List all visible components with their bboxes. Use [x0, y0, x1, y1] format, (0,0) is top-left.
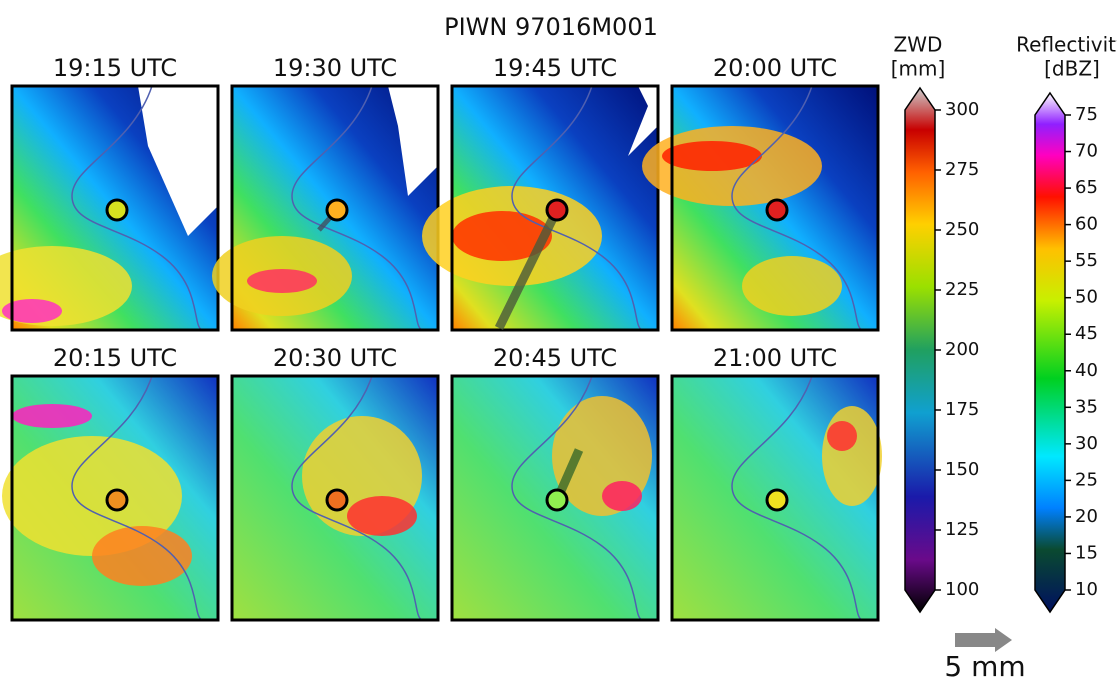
colorbar-tick-label: 20 — [1075, 506, 1098, 527]
colorbar — [1034, 91, 1066, 614]
colorbar-tick-label: 25 — [1075, 469, 1098, 490]
border-line — [71, 85, 203, 331]
colorbar-tick-label: 50 — [1075, 287, 1098, 308]
panel-frame — [10, 374, 220, 622]
no-data — [138, 86, 218, 236]
echo-cell — [822, 406, 882, 506]
border-line — [291, 85, 423, 331]
panel-frame — [450, 84, 660, 332]
radar-panel — [0, 84, 220, 332]
scale-label: 5 mm — [944, 650, 1025, 682]
figure-title: PIWN 97016M001 — [444, 13, 658, 41]
colorbar-tick-label: 10 — [1075, 579, 1098, 600]
colorbar-tick-label: 45 — [1075, 323, 1098, 344]
panel-title: 20:00 UTC — [713, 54, 837, 82]
station-marker — [325, 198, 349, 222]
scale-arrow — [955, 628, 1012, 652]
colorbar-tick-label: 250 — [945, 219, 979, 240]
colorbar-unit: [mm] — [891, 57, 946, 81]
panel-frame — [670, 84, 880, 332]
colorbar-tick-label: 200 — [945, 339, 979, 360]
panel-title: 21:00 UTC — [713, 344, 837, 372]
colorbar-tick-label: 300 — [945, 99, 979, 120]
station-marker — [325, 488, 349, 512]
colorbar-tick-label: 275 — [945, 159, 979, 180]
colorbar-tick-label: 40 — [1075, 360, 1098, 381]
colorbar-tick-label: 60 — [1075, 214, 1098, 235]
echo-cell — [827, 421, 857, 451]
colorbar-tick-label: 55 — [1075, 250, 1098, 271]
colorbar-tick-label: 175 — [945, 399, 979, 420]
colorbar-label: Reflectivity — [1016, 33, 1117, 57]
echo-cell — [2, 436, 182, 556]
radar-panel — [670, 374, 882, 622]
panel-frame — [230, 374, 440, 622]
panel-title: 20:15 UTC — [53, 344, 177, 372]
colorbar — [904, 86, 936, 614]
echo-cell — [2, 299, 62, 323]
echo-cell — [662, 141, 762, 171]
panel-title: 19:45 UTC — [493, 54, 617, 82]
border-line — [71, 375, 203, 621]
echo-cell — [347, 496, 417, 536]
echo-cell — [452, 211, 552, 261]
border-line — [731, 85, 863, 331]
colorbar-unit: [dBZ] — [1044, 57, 1100, 81]
echo-cell — [247, 269, 317, 293]
radar-panel — [422, 84, 660, 332]
station-marker — [545, 198, 569, 222]
echo-cell — [92, 526, 192, 586]
colorbar-tick-label: 30 — [1075, 433, 1098, 454]
radar-panel — [212, 84, 440, 332]
border-line — [291, 375, 423, 621]
station-marker — [765, 198, 789, 222]
gradient-arrow — [494, 208, 562, 330]
echo-cell — [12, 404, 92, 428]
border-line — [511, 375, 643, 621]
radar-panel — [2, 374, 220, 622]
border-line — [511, 85, 643, 331]
panel-title: 19:30 UTC — [273, 54, 397, 82]
colorbar-tick-label: 225 — [945, 279, 979, 300]
colorbar-tick-label: 75 — [1075, 104, 1098, 125]
panel-title: 19:15 UTC — [53, 54, 177, 82]
colorbar-tick-label: 35 — [1075, 396, 1098, 417]
no-data — [388, 86, 438, 196]
station-marker — [545, 488, 569, 512]
colorbar-tick-label: 65 — [1075, 177, 1098, 198]
radar-panel — [230, 374, 440, 622]
station-marker — [765, 488, 789, 512]
echo-cell — [602, 481, 642, 511]
colorbar-label: ZWD — [894, 33, 943, 57]
panel-frame — [450, 374, 660, 622]
border-line — [731, 375, 863, 621]
panel-title: 20:30 UTC — [273, 344, 397, 372]
panel-frame — [10, 84, 220, 332]
no-data — [628, 86, 658, 156]
radar-panel — [450, 374, 660, 622]
colorbar-tick-label: 150 — [945, 459, 979, 480]
panel-frame — [670, 374, 880, 622]
echo-cell — [742, 256, 842, 316]
colorbar-tick-label: 125 — [945, 519, 979, 540]
station-marker — [105, 198, 129, 222]
radar-panel — [642, 84, 880, 332]
colorbar-tick-label: 70 — [1075, 141, 1098, 162]
station-marker — [105, 488, 129, 512]
panel-title: 20:45 UTC — [493, 344, 617, 372]
colorbar-tick-label: 15 — [1075, 542, 1098, 563]
colorbar-tick-label: 100 — [945, 579, 979, 600]
